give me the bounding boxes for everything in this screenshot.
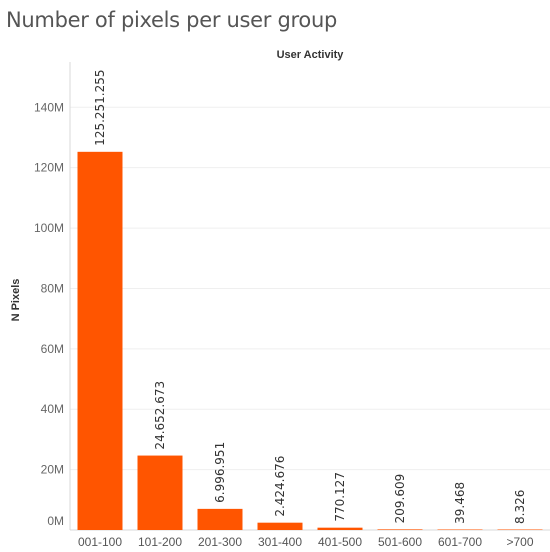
y-tick-label: 40M (41, 402, 64, 416)
bar (377, 529, 423, 530)
x-tick-label: 501-600 (378, 535, 422, 549)
y-axis-ticks: 0M 20M 40M 60M 80M 100M 120M 140M (34, 100, 64, 528)
grid-lines (70, 106, 550, 471)
y-tick-label: 100M (34, 221, 64, 235)
bars (77, 151, 543, 530)
bar (77, 151, 123, 530)
x-tick-label: >700 (506, 535, 533, 549)
bar (197, 508, 243, 530)
page-title: Number of pixels per user group (6, 8, 337, 32)
x-tick-label: 301-400 (258, 535, 302, 549)
x-tick-label: 101-200 (138, 535, 182, 549)
y-tick-label: 120M (34, 161, 64, 175)
chart-title: User Activity (277, 49, 345, 61)
bar (497, 529, 543, 530)
data-label: 24.652.673 (153, 381, 167, 450)
data-label: 2.424.676 (273, 456, 287, 517)
y-tick-label: 140M (34, 100, 64, 114)
x-tick-label: 001-100 (78, 535, 122, 549)
x-tick-label: 601-700 (438, 535, 482, 549)
data-label: 209.609 (393, 474, 407, 524)
data-label: 6.996.951 (213, 442, 227, 503)
bar (257, 522, 303, 530)
x-tick-label: 201-300 (198, 535, 242, 549)
bar (437, 529, 483, 530)
data-label: 125.251.255 (93, 69, 107, 145)
y-tick-label: 60M (41, 342, 64, 356)
data-label: 8.326 (513, 490, 527, 524)
data-label: 770.127 (333, 472, 347, 522)
y-tick-label: 0M (47, 514, 64, 528)
x-tick-label: 401-500 (318, 535, 362, 549)
y-tick-label: 20M (41, 463, 64, 477)
bar (317, 527, 363, 530)
y-tick-label: 80M (41, 281, 64, 295)
y-axis-label: N Pixels (10, 279, 22, 322)
x-axis-categories: 001-100 101-200 201-300 301-400 401-500 501-6… (78, 535, 534, 549)
data-label: 39.468 (453, 482, 467, 524)
bar (137, 455, 183, 530)
data-labels: 125.251.255 24.652.673 6.996.951 2.424.676 7… (93, 69, 527, 523)
